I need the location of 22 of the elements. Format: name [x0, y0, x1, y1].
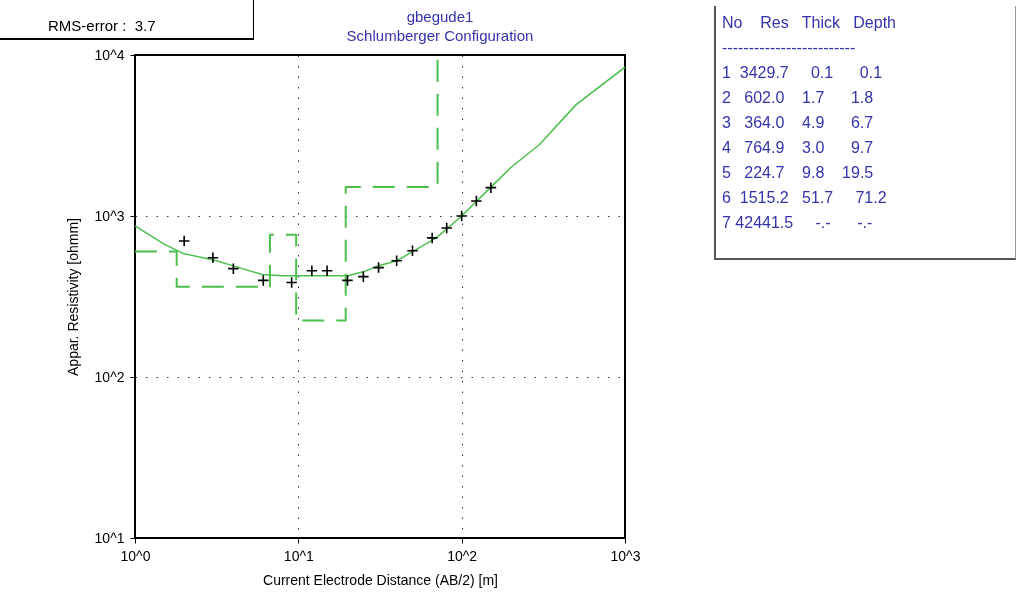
y-tick-label: 10^1: [94, 529, 125, 546]
chart-subtitle: Schlumberger Configuration: [346, 27, 534, 44]
text: No Res Thick Depth: [722, 14, 896, 31]
x-tick-label: 10^0: [120, 547, 151, 564]
text: RMS-error : 3.7: [48, 17, 156, 34]
y-tick-label: 10^3: [94, 207, 125, 224]
y-tick-label: 10^2: [94, 368, 125, 385]
x-tick-label: 10^1: [283, 547, 315, 564]
chart-title: gbegude1: [406, 8, 474, 25]
y-axis-title: Appar. Resistivity [ohmm]: [64, 218, 81, 376]
text: 7 42441.5 -.- -.-: [722, 214, 873, 231]
text: 1 3429.7 0.1 0.1: [722, 64, 883, 81]
text: 4 764.9 3.0 9.7: [722, 139, 874, 156]
text: 6 1515.2 51.7 71.2: [722, 189, 887, 206]
text: 2 602.0 1.7 1.8: [722, 89, 874, 106]
text: -------------------------: [722, 39, 856, 56]
text: 3 364.0 4.9 6.7: [722, 114, 874, 131]
y-tick-label: 10^4: [94, 46, 125, 63]
text: 5 224.7 9.8 19.5: [722, 164, 874, 181]
x-tick-label: 10^2: [447, 547, 478, 564]
x-tick-label: 10^3: [610, 547, 641, 564]
x-axis-title: Current Electrode Distance (AB/2) [m]: [263, 571, 498, 588]
